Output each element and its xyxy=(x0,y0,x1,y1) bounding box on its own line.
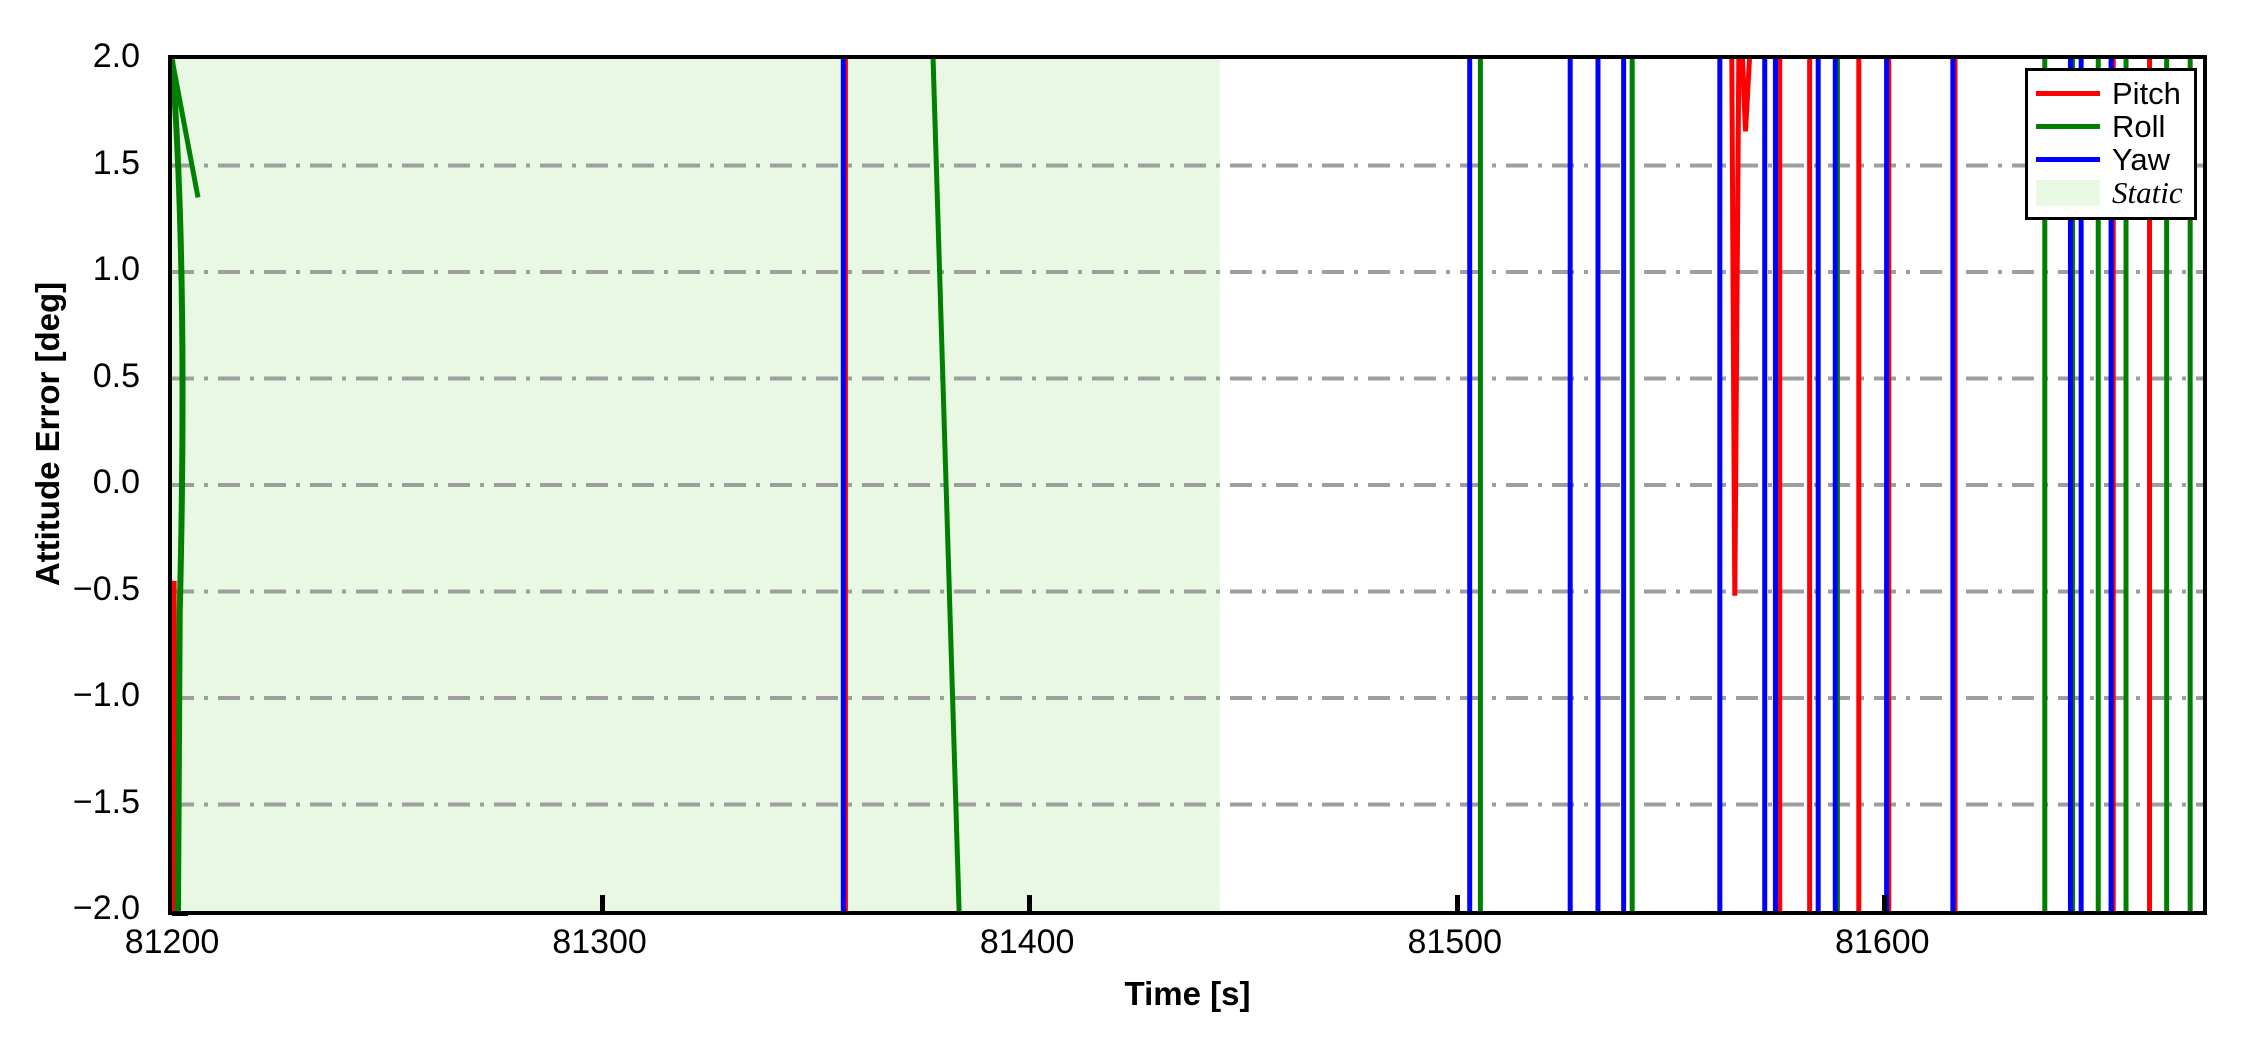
y-tick-label: 0.5 xyxy=(92,356,140,395)
legend-label: Yaw xyxy=(2112,142,2171,177)
x-tick-label: 81600 xyxy=(1835,923,1930,961)
y-tick-label: −0.5 xyxy=(72,569,140,608)
y-tick-label: −1.5 xyxy=(72,782,140,821)
x-tick-mark xyxy=(1027,895,1033,911)
legend-item-roll[interactable]: Roll xyxy=(2036,110,2186,143)
x-tick-mark xyxy=(599,895,605,911)
gridlines xyxy=(172,163,2203,807)
series-yaw xyxy=(840,59,2114,911)
legend-swatch-roll xyxy=(2036,124,2100,129)
series-pitch-segment xyxy=(1739,59,1752,132)
x-axis-label: Time [s] xyxy=(1124,975,1251,1012)
series-roll-segment xyxy=(930,59,962,911)
y-tick-label: −1.0 xyxy=(72,676,140,714)
y-tick-label: 1.0 xyxy=(92,250,140,288)
y-tick-label: 1.5 xyxy=(92,143,140,182)
x-tick-label: 81500 xyxy=(1407,923,1502,961)
x-tick-label: 81200 xyxy=(124,923,220,961)
legend-item-pitch[interactable]: Pitch xyxy=(2036,77,2186,110)
y-axis-label: Attitude Error [deg] xyxy=(29,281,66,587)
legend[interactable]: Pitch Roll Yaw Static xyxy=(2025,68,2197,220)
legend-label: Roll xyxy=(2112,109,2166,144)
x-tick-label: 81300 xyxy=(552,923,647,961)
legend-patch-static xyxy=(2036,179,2100,206)
y-tick-label: −2.0 xyxy=(72,889,140,927)
legend-swatch-yaw xyxy=(2036,157,2100,162)
legend-item-yaw[interactable]: Yaw xyxy=(2036,143,2186,176)
gridline-layer xyxy=(172,59,2203,911)
legend-swatch-pitch xyxy=(2036,91,2100,96)
legend-label: Static xyxy=(2112,175,2183,210)
data-series-layer xyxy=(172,59,2193,911)
legend-label: Pitch xyxy=(2112,76,2181,111)
x-tick-label: 81400 xyxy=(979,923,1075,961)
y-tick-label: 0.0 xyxy=(92,463,140,501)
x-tick-mark xyxy=(1882,895,1888,911)
series-roll-opening-ramp xyxy=(172,59,186,911)
x-tick-mark xyxy=(1454,895,1460,911)
series-pitch xyxy=(172,59,2153,911)
y-tick-label: 2.0 xyxy=(92,37,140,75)
legend-item-static[interactable]: Static xyxy=(2036,176,2186,209)
series-pitch-segment xyxy=(1729,59,1742,596)
plot-area xyxy=(168,55,2207,915)
